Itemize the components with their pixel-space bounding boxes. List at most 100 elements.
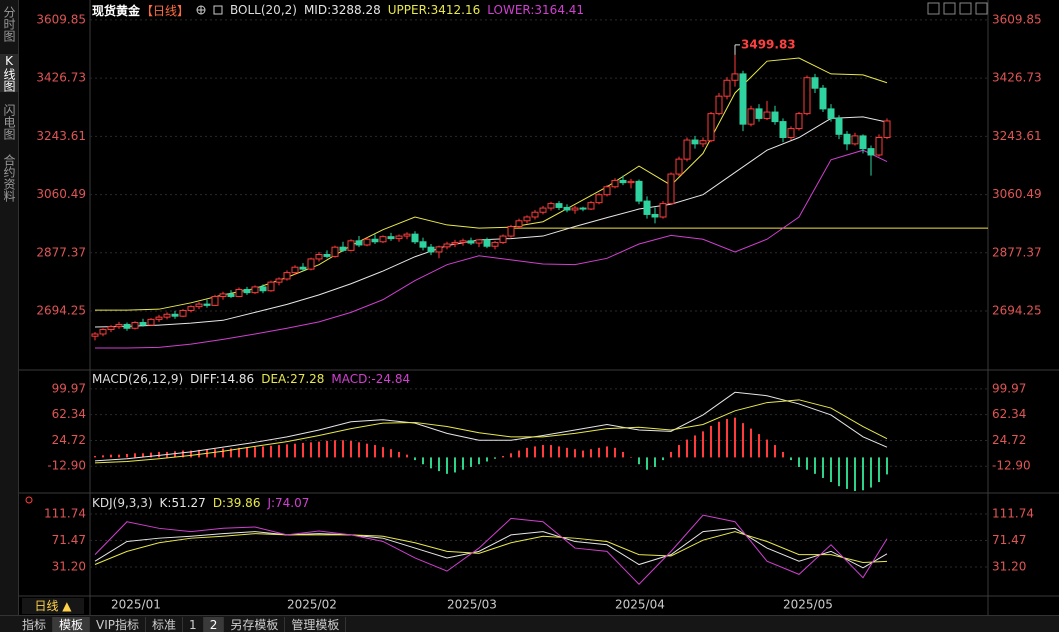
candle-body xyxy=(179,309,187,317)
layout-icons[interactable] xyxy=(927,2,988,15)
macd-bar xyxy=(798,457,800,467)
settings-icon[interactable] xyxy=(213,5,223,15)
macd-bar xyxy=(502,456,504,458)
macd-bar xyxy=(342,440,344,458)
y-tick-label: 71.47 xyxy=(52,533,86,547)
toolbar-item[interactable]: 模板 xyxy=(53,616,91,632)
macd-bar xyxy=(534,446,536,458)
candle-body xyxy=(699,140,707,145)
macd-bar xyxy=(870,457,872,488)
candle-body xyxy=(315,253,323,260)
candle-body xyxy=(595,194,603,204)
kdj-header: KDJ(9,3,3) K:51.27 D:39.86 J:74.07 xyxy=(92,495,309,511)
macd-bar xyxy=(174,451,176,458)
period-title: 【日线】 xyxy=(141,3,190,18)
tab[interactable]: K线图 xyxy=(0,54,18,92)
toolbar-item[interactable]: 标准 xyxy=(146,616,184,632)
toolbar-item[interactable]: 1 xyxy=(183,616,204,632)
period-button[interactable]: 日线 ▲ xyxy=(22,598,84,614)
macd-bar xyxy=(742,423,744,458)
y-tick-label: 24.72 xyxy=(52,433,86,447)
side-tabs: 分时图 K线图 闪电图 合约资料 xyxy=(0,0,19,615)
candle-body xyxy=(323,253,331,257)
macd-bar xyxy=(558,446,560,458)
y-tick-label: 2694.25 xyxy=(992,304,1042,318)
macd-bar xyxy=(574,449,576,458)
candle-body xyxy=(259,286,267,292)
indicator-line xyxy=(95,57,888,311)
macd-bar xyxy=(598,447,600,458)
macd-bar xyxy=(718,421,720,458)
macd-bar xyxy=(582,450,584,458)
macd-bar xyxy=(214,449,216,458)
candle-body xyxy=(771,111,779,123)
symbol-title: 现货黄金 xyxy=(92,3,141,18)
legend-item: K:51.27 xyxy=(159,496,206,510)
y-tick-label: 3060.49 xyxy=(36,187,86,201)
icon[interactable] xyxy=(975,2,988,15)
toolbar-item[interactable]: 另存模板 xyxy=(224,616,286,632)
candle-body xyxy=(187,306,195,311)
icon[interactable] xyxy=(943,2,956,15)
macd-bar xyxy=(446,457,448,474)
macd-bar xyxy=(750,428,752,458)
icon[interactable] xyxy=(927,2,940,15)
candle-body xyxy=(867,148,875,156)
toolbar-item[interactable]: 管理模板 xyxy=(285,616,347,632)
macd-bar xyxy=(670,451,672,458)
macd-bar xyxy=(254,447,256,458)
candle-body xyxy=(667,173,675,205)
candle-body xyxy=(835,117,843,135)
candle-body xyxy=(163,313,171,318)
candle-body xyxy=(675,158,683,175)
indicator-name: KDJ(9,3,3) xyxy=(92,496,153,510)
macd-bar xyxy=(550,445,552,458)
y-tick-label: 71.47 xyxy=(992,533,1026,547)
tab[interactable]: 闪电图 xyxy=(2,104,16,140)
y-tick-label: 99.97 xyxy=(52,381,86,395)
add-icon[interactable] xyxy=(196,5,206,15)
kdj-icon[interactable] xyxy=(25,496,33,504)
candle-body xyxy=(843,133,851,145)
y-tick-label: 62.34 xyxy=(52,407,86,421)
macd-bar xyxy=(510,453,512,458)
candle-body xyxy=(643,200,651,215)
indicator-line xyxy=(95,149,888,349)
y-tick-label: 2877.37 xyxy=(36,245,86,259)
legend-item: J:74.07 xyxy=(267,496,310,510)
candle-body xyxy=(91,333,99,337)
macd-header: MACD(26,12,9) DIFF:14.86 DEA:27.28 MACD:-24… xyxy=(92,371,410,387)
toolbar-item[interactable]: VIP指标 xyxy=(90,616,147,632)
y-tick-label: 99.97 xyxy=(992,381,1026,395)
macd-bar xyxy=(686,439,688,458)
tab[interactable]: 合约资料 xyxy=(2,154,16,202)
macd-bar xyxy=(766,439,768,458)
macd-bar xyxy=(438,457,440,472)
macd-bar xyxy=(710,425,712,458)
toolbar-item[interactable]: 2 xyxy=(203,616,225,632)
candle-body xyxy=(299,266,307,270)
icon[interactable] xyxy=(959,2,972,15)
candle-body xyxy=(779,121,787,138)
candle-body xyxy=(827,108,835,119)
indicator-line xyxy=(94,116,888,328)
legend-item: LOWER:3164.41 xyxy=(487,3,585,17)
indicator-line xyxy=(94,531,888,565)
legend-item: DIFF:14.86 xyxy=(190,372,255,386)
indicator-line xyxy=(94,391,888,462)
macd-bar xyxy=(118,454,120,458)
candle-body xyxy=(475,239,483,244)
toolbar-item[interactable]: 指标 xyxy=(16,616,54,632)
candle-body xyxy=(715,95,723,115)
macd-bar xyxy=(814,457,816,474)
candle-body xyxy=(787,128,795,138)
candle-body xyxy=(539,207,547,213)
macd-bar xyxy=(854,457,856,491)
macd-bar xyxy=(398,451,400,458)
candle-body xyxy=(555,203,563,208)
candle-body xyxy=(155,316,163,320)
candle-body xyxy=(579,207,587,210)
candle-body xyxy=(515,220,523,228)
y-tick-label: 62.34 xyxy=(992,407,1026,421)
tab[interactable]: 分时图 xyxy=(2,6,16,42)
